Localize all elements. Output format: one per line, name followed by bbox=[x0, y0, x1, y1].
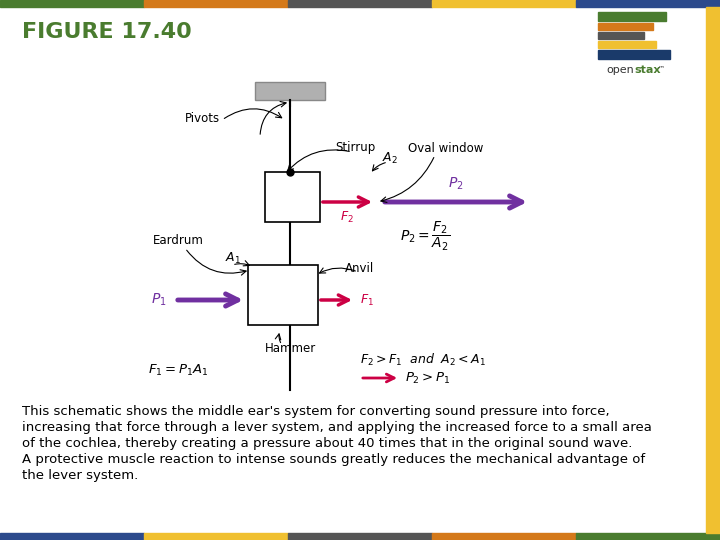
Bar bbox=[288, 533, 432, 540]
Text: $P_2 = \dfrac{F_2}{A_2}$: $P_2 = \dfrac{F_2}{A_2}$ bbox=[400, 220, 450, 253]
Text: Oval window: Oval window bbox=[408, 141, 483, 154]
Text: This schematic shows the middle ear's system for converting sound pressure into : This schematic shows the middle ear's sy… bbox=[22, 405, 610, 418]
Bar bbox=[598, 41, 656, 48]
Text: $A_1$: $A_1$ bbox=[225, 251, 241, 266]
Text: $F_1$: $F_1$ bbox=[360, 293, 374, 308]
Bar bbox=[576, 0, 720, 7]
Bar bbox=[576, 533, 720, 540]
Text: the lever system.: the lever system. bbox=[22, 469, 138, 482]
Text: increasing that force through a lever system, and applying the increased force t: increasing that force through a lever sy… bbox=[22, 421, 652, 434]
Bar bbox=[255, 82, 325, 100]
Text: Stirrup: Stirrup bbox=[335, 141, 375, 154]
Bar bbox=[432, 0, 576, 7]
Text: Eardrum: Eardrum bbox=[153, 233, 204, 246]
Bar bbox=[0, 0, 144, 7]
Text: A protective muscle reaction to intense sounds greatly reduces the mechanical ad: A protective muscle reaction to intense … bbox=[22, 453, 645, 466]
Text: Anvil: Anvil bbox=[345, 261, 374, 274]
Bar bbox=[144, 533, 288, 540]
Bar bbox=[432, 533, 576, 540]
Bar bbox=[0, 533, 144, 540]
Text: stax: stax bbox=[634, 65, 660, 75]
Text: $F_2$: $F_2$ bbox=[340, 210, 354, 225]
Text: $F_1 = P_1 A_1$: $F_1 = P_1 A_1$ bbox=[148, 362, 209, 377]
Text: $P_2 > P_1$: $P_2 > P_1$ bbox=[405, 370, 451, 386]
Text: of the cochlea, thereby creating a pressure about 40 times that in the original : of the cochlea, thereby creating a press… bbox=[22, 437, 632, 450]
Bar bbox=[288, 0, 432, 7]
Bar bbox=[598, 12, 666, 21]
Text: $F_2 > F_1$  and  $A_2 < A_1$: $F_2 > F_1$ and $A_2 < A_1$ bbox=[360, 352, 486, 368]
Bar bbox=[598, 23, 653, 30]
Text: Hammer: Hammer bbox=[265, 341, 316, 354]
Bar bbox=[706, 7, 720, 533]
Text: ™: ™ bbox=[658, 65, 665, 71]
Bar bbox=[598, 32, 644, 39]
Text: open: open bbox=[606, 65, 634, 75]
Bar bbox=[144, 0, 288, 7]
Text: $P_1$: $P_1$ bbox=[151, 292, 167, 308]
Bar bbox=[265, 172, 320, 222]
Text: Pivots: Pivots bbox=[185, 111, 220, 125]
Bar bbox=[598, 50, 670, 59]
Bar bbox=[248, 265, 318, 325]
Text: $A_2$: $A_2$ bbox=[382, 151, 398, 166]
Text: FIGURE 17.40: FIGURE 17.40 bbox=[22, 22, 192, 42]
Text: $P_2$: $P_2$ bbox=[449, 176, 464, 192]
